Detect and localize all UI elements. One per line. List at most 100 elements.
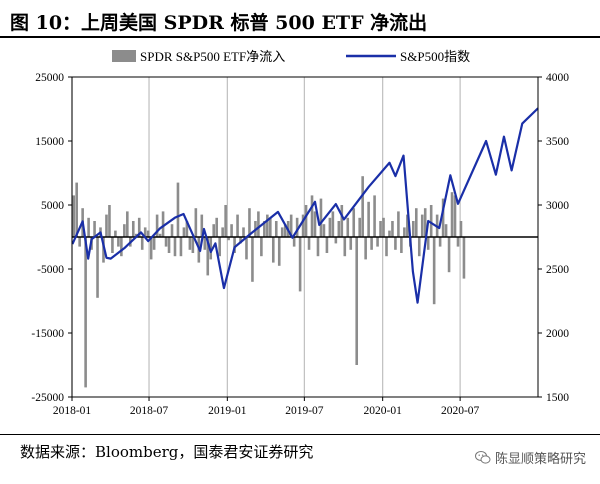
figure-title: 图 10：上周美国 SPDR 标普 500 ETF 净流出	[10, 12, 428, 34]
flow-bar	[304, 205, 308, 237]
flow-bar	[406, 214, 409, 237]
flow-bar	[212, 224, 216, 237]
left-tick-label: -5000	[37, 264, 64, 276]
legend-bar-swatch	[112, 50, 136, 62]
flow-bar	[450, 192, 454, 237]
flow-bar	[340, 205, 344, 237]
flow-bar	[152, 237, 156, 250]
flow-bar	[441, 198, 445, 237]
flow-bar	[412, 221, 415, 237]
flow-bar	[277, 237, 281, 266]
flow-bar	[388, 230, 391, 237]
flow-bar	[108, 205, 111, 237]
flow-bar	[257, 211, 260, 237]
flow-bar	[322, 224, 326, 237]
flow-bar	[182, 227, 186, 237]
wechat-icon	[474, 451, 491, 464]
flow-bar	[120, 237, 123, 257]
flow-bar	[373, 195, 376, 237]
index-line-layer	[71, 107, 539, 304]
flow-bar	[382, 217, 385, 237]
flow-bar	[271, 237, 275, 263]
flow-bar	[420, 214, 424, 237]
flow-bar	[414, 208, 418, 237]
flow-bar	[236, 214, 239, 237]
flow-bar	[352, 208, 356, 237]
flow-bar	[331, 211, 335, 237]
flow-bar	[462, 237, 466, 279]
flow-bar	[355, 237, 359, 365]
flow-bar	[343, 237, 347, 257]
flow-bar	[417, 237, 421, 257]
flow-bar	[155, 214, 159, 237]
flow-bar	[307, 237, 311, 250]
flow-bar	[447, 237, 451, 273]
flow-bar	[126, 211, 129, 237]
flow-bar	[295, 217, 299, 237]
flow-bar	[170, 224, 174, 237]
right-tick-label: 4000	[546, 72, 569, 84]
right-tick-label: 3000	[546, 200, 569, 212]
flow-bar	[96, 237, 99, 298]
right-tick-label: 2500	[546, 264, 569, 276]
flow-bar	[179, 237, 183, 257]
flow-bar	[161, 211, 165, 237]
flow-bar	[203, 237, 207, 250]
left-tick-label: 5000	[41, 200, 64, 212]
flow-bar	[173, 237, 177, 257]
left-tick-label: -15000	[31, 328, 64, 340]
flow-bar	[379, 221, 382, 237]
flow-bar	[84, 237, 87, 388]
flow-bar	[394, 237, 397, 250]
flow-bar	[364, 237, 367, 260]
flow-bar	[233, 237, 236, 253]
left-tick-label: 15000	[35, 136, 64, 148]
flow-bar	[397, 211, 400, 237]
flow-bar	[346, 217, 350, 237]
flow-bar	[137, 217, 141, 237]
x-tick-label: 2019-01	[208, 405, 247, 415]
flow-bar	[269, 217, 272, 237]
flow-bar	[337, 221, 341, 237]
x-tick-label: 2020-01	[363, 405, 402, 415]
flow-bar	[114, 230, 117, 237]
sp500-index-line	[71, 107, 539, 304]
flow-bar	[242, 227, 245, 237]
x-tick-label: 2019-07	[285, 405, 324, 415]
flow-bar	[218, 237, 221, 257]
flow-bar	[188, 237, 192, 250]
flow-bar	[376, 237, 379, 247]
legend-line-label: S&P500指数	[400, 49, 470, 64]
flow-bar	[194, 208, 198, 237]
flow-bar	[361, 176, 364, 237]
flow-bar	[403, 227, 406, 237]
flow-bar	[370, 237, 373, 250]
flow-bar	[349, 237, 353, 250]
flow-bar	[146, 230, 150, 237]
chart-area: 25000 15000 5000 -5000 -15000 -25000 4000 3500 3…	[0, 40, 600, 415]
flow-bar	[131, 221, 135, 237]
combo-chart: 25000 15000 5000 -5000 -15000 -25000 4000 3500 3…	[31, 49, 569, 415]
flow-bar	[432, 237, 436, 305]
flow-bar	[266, 214, 269, 237]
flow-bar	[227, 237, 230, 241]
flow-bar	[239, 237, 242, 244]
flow-bar	[215, 217, 218, 237]
flow-bar	[328, 217, 332, 237]
flow-bar	[143, 227, 147, 237]
flow-bar	[283, 224, 287, 237]
flow-bar	[400, 237, 403, 253]
flow-bar	[456, 237, 460, 247]
flows-bars	[72, 176, 466, 388]
flow-bar	[75, 182, 78, 237]
flow-bar	[310, 195, 314, 237]
flow-bar	[444, 224, 448, 237]
flow-bar	[164, 237, 168, 247]
flow-bar	[260, 237, 263, 257]
flow-bar	[200, 214, 204, 237]
flow-bar	[263, 221, 266, 237]
title-divider	[0, 36, 600, 38]
source-note: 数据来源：Bloomberg，国泰君安证券研究	[20, 443, 314, 461]
x-tick-label: 2018-01	[53, 405, 92, 415]
flow-bar	[191, 237, 195, 253]
